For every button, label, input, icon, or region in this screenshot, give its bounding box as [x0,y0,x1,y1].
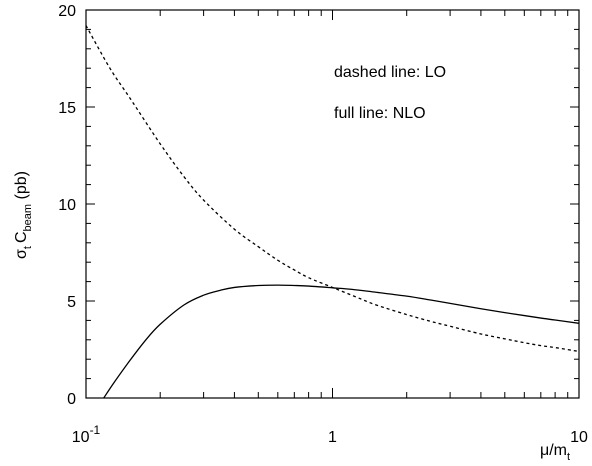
x-axis-label: μ/mt [540,442,570,463]
y-label-unit: (pb) [13,171,30,204]
x-tick-base: 1 [328,429,337,446]
y-axis: 0 5 10 15 20 [58,3,579,408]
x-tick-label: 1 [328,429,337,446]
y-tick-label: 5 [67,294,76,311]
y-axis-label: σtCbeam (pb) [13,171,34,259]
x-axis-label-main: μ/m [540,442,567,459]
y-tick-label: 10 [58,197,76,214]
series-group [85,25,580,399]
y-label-sigma: σ [13,249,30,259]
nlo-series-line [103,284,580,399]
x-tick-label: 10 [570,429,588,446]
x-axis: 10-1 1 10 [72,10,588,446]
annotation-lo: dashed line: LO [334,64,446,81]
y-tick-label: 0 [67,391,76,408]
y-tick-label: 20 [58,3,76,20]
y-label-c: C [13,231,30,243]
x-tick-base: 10 [72,429,90,446]
x-axis-label-sub: t [567,451,570,463]
plot-frame [85,9,580,399]
x-tick-label: 10-1 [72,423,101,446]
y-tick-label: 15 [58,100,76,117]
annotation-nlo: full line: NLO [334,105,426,122]
x-tick-base: 10 [570,429,588,446]
y-label-c-sub: beam [22,204,34,232]
lo-series-line [85,25,580,353]
x-tick-exponent: -1 [90,423,101,437]
y-label-sigma-sub: t [22,246,34,249]
